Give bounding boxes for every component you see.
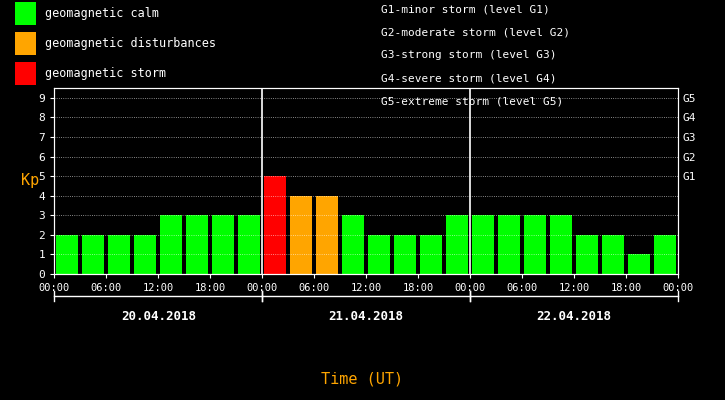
- Text: G3-strong storm (level G3): G3-strong storm (level G3): [381, 50, 556, 60]
- Text: 20.04.2018: 20.04.2018: [121, 310, 196, 323]
- Bar: [628, 254, 650, 274]
- Bar: [186, 215, 208, 274]
- Bar: [316, 196, 338, 274]
- Bar: [368, 235, 390, 274]
- Text: 21.04.2018: 21.04.2018: [328, 310, 404, 323]
- Bar: [239, 215, 260, 274]
- Text: geomagnetic calm: geomagnetic calm: [45, 7, 159, 20]
- Text: Time (UT): Time (UT): [321, 371, 404, 386]
- Bar: [498, 215, 520, 274]
- Text: G1-minor storm (level G1): G1-minor storm (level G1): [381, 4, 550, 14]
- Bar: [57, 235, 78, 274]
- Text: G2-moderate storm (level G2): G2-moderate storm (level G2): [381, 27, 570, 37]
- Text: 22.04.2018: 22.04.2018: [536, 310, 611, 323]
- Bar: [576, 235, 598, 274]
- Text: G4-severe storm (level G4): G4-severe storm (level G4): [381, 74, 556, 84]
- Y-axis label: Kp: Kp: [21, 174, 39, 188]
- Bar: [446, 215, 468, 274]
- Bar: [394, 235, 416, 274]
- Bar: [420, 235, 442, 274]
- Bar: [108, 235, 130, 274]
- Text: geomagnetic disturbances: geomagnetic disturbances: [45, 37, 216, 50]
- Bar: [290, 196, 312, 274]
- Bar: [134, 235, 157, 274]
- Bar: [342, 215, 364, 274]
- Text: G5-extreme storm (level G5): G5-extreme storm (level G5): [381, 97, 563, 107]
- Bar: [524, 215, 546, 274]
- Bar: [83, 235, 104, 274]
- Bar: [654, 235, 676, 274]
- Bar: [160, 215, 182, 274]
- Bar: [212, 215, 234, 274]
- Bar: [550, 215, 572, 274]
- Bar: [602, 235, 624, 274]
- Bar: [472, 215, 494, 274]
- Bar: [264, 176, 286, 274]
- Text: geomagnetic storm: geomagnetic storm: [45, 67, 166, 80]
